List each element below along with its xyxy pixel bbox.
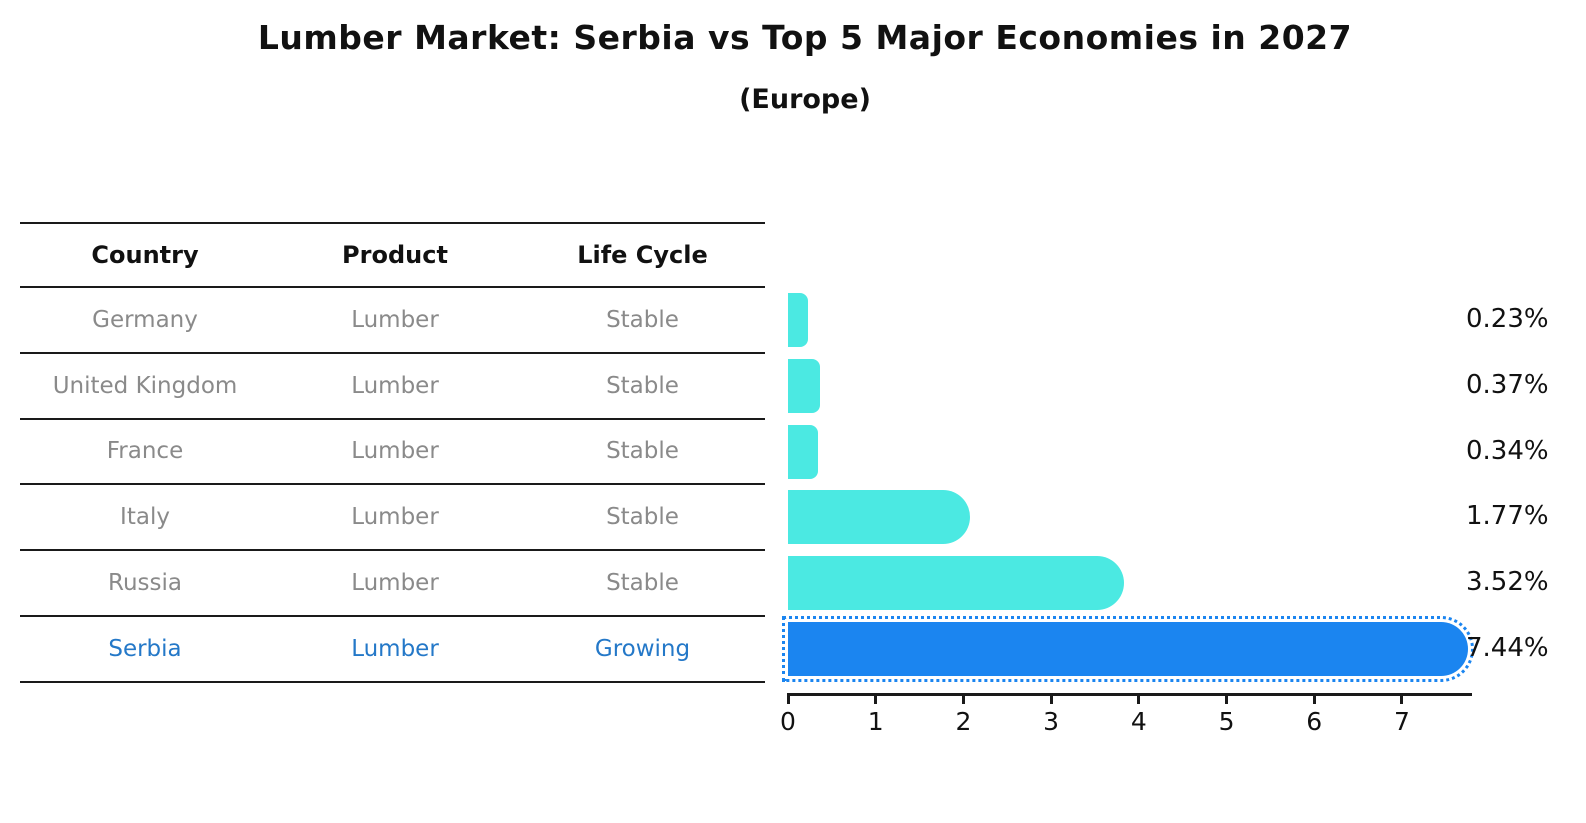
table-header-country: Country (91, 241, 199, 269)
x-axis-tick-label: 6 (1306, 707, 1323, 736)
x-axis-tick-label: 2 (955, 707, 972, 736)
table-row-italy: Italy Lumber Stable (20, 485, 765, 552)
x-axis-tick-label: 0 (780, 707, 796, 736)
table-cell-product: Lumber (351, 570, 439, 597)
x-axis-tick (1312, 693, 1316, 704)
chart-subtitle: (Europe) (739, 84, 871, 115)
table-row-russia: Russia Lumber Stable (20, 551, 765, 617)
comparison-table: Country Product Life Cycle Germany Lumber… (20, 222, 765, 683)
value-label-serbia: 7.44% (1466, 633, 1549, 664)
table-cell-life-cycle: Stable (606, 504, 679, 531)
table-cell-product: Lumber (351, 372, 439, 399)
table-cell-country: Germany (92, 306, 198, 333)
x-axis-tick (961, 693, 965, 704)
bar-italy (788, 490, 971, 545)
table-cell-country: Russia (108, 570, 182, 597)
table-header-product: Product (342, 241, 448, 269)
bar-france (788, 424, 818, 479)
x-axis-tick-label: 4 (1130, 707, 1147, 736)
table-cell-country: Serbia (108, 635, 182, 662)
value-label-russia: 3.52% (1466, 567, 1549, 598)
x-axis-tick (1400, 693, 1404, 704)
table-row-france: France Lumber Stable (20, 420, 765, 486)
x-axis-tick (874, 693, 878, 704)
x-axis-line (788, 693, 1473, 696)
table-cell-life-cycle: Growing (594, 635, 691, 662)
value-label-germany: 0.23% (1466, 303, 1549, 334)
value-label-france: 0.34% (1466, 435, 1549, 466)
value-label-united-kingdom: 0.37% (1466, 369, 1549, 400)
table-cell-product: Lumber (351, 438, 439, 465)
x-axis-tick-label: 7 (1394, 707, 1410, 736)
table-cell-life-cycle: Stable (606, 372, 679, 399)
table-cell-life-cycle: Stable (606, 438, 679, 465)
table-row-germany: Germany Lumber Stable (20, 288, 765, 354)
x-axis-tick-label: 3 (1043, 707, 1060, 736)
table-cell-product: Lumber (351, 635, 439, 662)
table-cell-country: United Kingdom (52, 372, 238, 399)
table-cell-product: Lumber (351, 504, 439, 531)
table-cell-life-cycle: Stable (606, 306, 679, 333)
x-axis-tick-label: 1 (867, 707, 884, 736)
chart-title: Lumber Market: Serbia vs Top 5 Major Eco… (257, 18, 1353, 57)
value-label-italy: 1.77% (1466, 501, 1549, 532)
bar-united-kingdom (788, 358, 821, 413)
x-axis-tick-label: 5 (1218, 707, 1235, 736)
bar-russia (788, 556, 1124, 611)
x-axis-tick (1225, 693, 1229, 704)
table-header-row: Country Product Life Cycle (20, 224, 765, 288)
table-cell-product: Lumber (351, 306, 439, 333)
bar-serbia (788, 622, 1468, 677)
table-header-life-cycle: Life Cycle (577, 241, 708, 269)
table-cell-country: Italy (120, 504, 170, 531)
x-axis-tick (1137, 693, 1141, 704)
highlight-bar-dotted-outline (782, 616, 1474, 683)
table-row-serbia: Serbia Lumber Growing (20, 617, 765, 683)
table-row-united-kingdom: United Kingdom Lumber Stable (20, 354, 765, 420)
table-cell-country: France (106, 438, 184, 465)
x-axis-tick (786, 693, 790, 704)
x-axis-tick (1049, 693, 1053, 704)
bar-germany (788, 292, 809, 347)
table-cell-life-cycle: Stable (606, 570, 679, 597)
